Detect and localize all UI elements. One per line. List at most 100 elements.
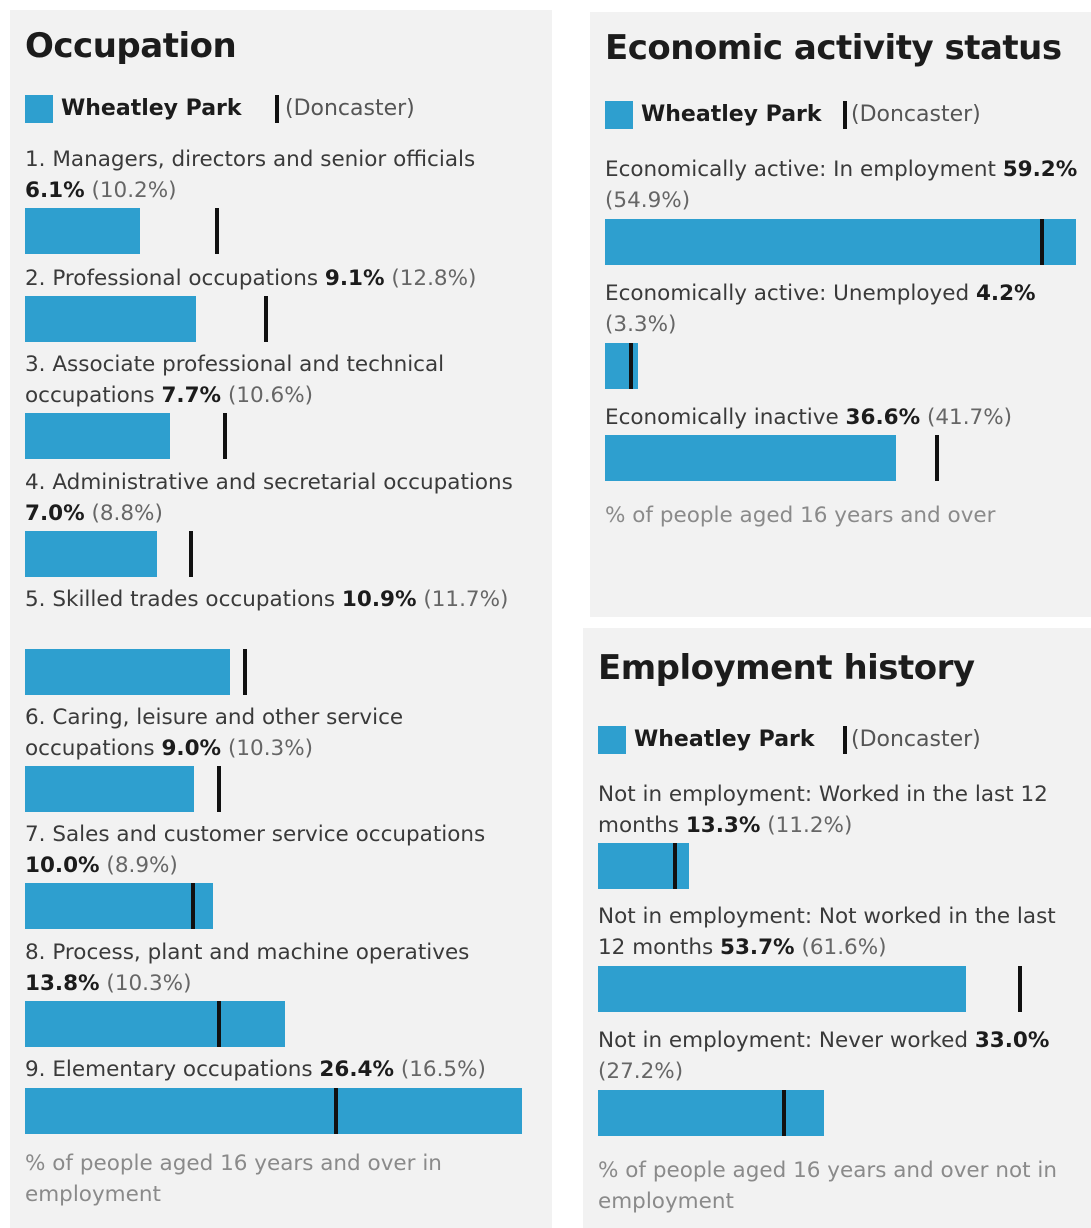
- comparison-marker: [216, 1001, 221, 1047]
- bar: [25, 296, 197, 342]
- comparison-marker: [263, 296, 268, 342]
- comparison-marker: [934, 435, 939, 481]
- bar: [25, 1088, 522, 1134]
- value-label: 53.7%: [720, 935, 795, 960]
- employment-history-bar-track: [598, 966, 1022, 1012]
- comparison-marker: [243, 649, 248, 695]
- comparison-marker: [782, 1090, 787, 1136]
- comparison-label: (11.7%): [416, 587, 509, 612]
- occupation-row-label: 2. Professional occupations 9.1% (12.8%): [25, 263, 530, 294]
- occupation-bar-track: [25, 296, 522, 342]
- value-label: 59.2%: [1002, 157, 1078, 182]
- category-label: Economically active: In employment: [605, 157, 1003, 182]
- category-label: Not in employment: Not worked in the las…: [598, 904, 1056, 960]
- category-label: Economically active: Unemployed: [605, 281, 976, 306]
- employment-history-footnote: % of people aged 16 years and over not i…: [598, 1158, 1057, 1214]
- value-label: 9.0%: [161, 736, 222, 761]
- legend-marker-icon: [843, 726, 847, 754]
- category-label: 9. Elementary occupations: [25, 1057, 320, 1082]
- economic-activity-footnote: % of people aged 16 years and over: [605, 503, 996, 528]
- legend-swatch: [605, 101, 633, 129]
- comparison-marker: [215, 208, 220, 254]
- comparison-marker: [190, 883, 195, 929]
- bar: [25, 649, 231, 695]
- comparison-label: (3.3%): [605, 312, 677, 337]
- employment-history-title: Employment history: [598, 648, 975, 688]
- value-label: 36.6%: [845, 405, 921, 430]
- category-label: 3. Associate professional and technical …: [25, 352, 445, 408]
- economic-activity-bar-track: [605, 343, 1076, 389]
- value-label: 7.0%: [25, 501, 85, 526]
- legend-marker-icon: [275, 95, 279, 123]
- occupation-bar-track: [25, 208, 522, 254]
- occupation-panel: Occupation Wheatley Park (Doncaster) 1. Man…: [10, 10, 552, 1228]
- employment-history-panel: Employment history Wheatley Park (Doncaste…: [583, 628, 1091, 1228]
- value-label: 10.9%: [341, 587, 417, 612]
- value-label: 10.0%: [25, 853, 100, 878]
- bar: [25, 413, 170, 459]
- category-label: 8. Process, plant and machine operatives: [25, 940, 470, 965]
- value-label: 7.7%: [161, 383, 222, 408]
- bar: [598, 1090, 825, 1136]
- bar: [605, 219, 1076, 265]
- economic-activity-bar-track: [605, 435, 1076, 481]
- legend-primary-label: Wheatley Park: [634, 727, 815, 752]
- legend-swatch: [598, 726, 626, 754]
- occupation-row-label: 4. Administrative and secretarial occupa…: [25, 467, 530, 529]
- bar: [605, 343, 639, 389]
- occupation-row-label: 1. Managers, directors and senior offici…: [25, 144, 530, 206]
- occupation-row-label: 8. Process, plant and machine operatives…: [25, 937, 530, 999]
- occupation-legend: Wheatley Park (Doncaster): [25, 94, 530, 124]
- occupation-row-label: 6. Caring, leisure and other service occ…: [25, 702, 530, 764]
- comparison-label: (8.9%): [99, 853, 178, 878]
- bar: [25, 208, 140, 254]
- bar: [598, 966, 966, 1012]
- economic-activity-row-label: Economically inactive 36.6% (41.7%): [605, 402, 1085, 433]
- employment-history-row-label: Not in employment: Never worked 33.0% (2…: [598, 1025, 1086, 1087]
- comparison-marker: [672, 843, 677, 889]
- comparison-marker: [1039, 219, 1044, 265]
- comparison-label: (10.3%): [99, 971, 192, 996]
- comparison-marker: [333, 1088, 338, 1134]
- bar: [25, 531, 157, 577]
- comparison-label: (11.2%): [760, 813, 853, 838]
- comparison-label: (27.2%): [598, 1059, 684, 1084]
- employment-history-row-label: Not in employment: Worked in the last 12…: [598, 779, 1086, 841]
- occupation-bar-track: [25, 766, 522, 812]
- value-label: 33.0%: [974, 1028, 1050, 1053]
- bar: [25, 766, 195, 812]
- occupation-bar-track: [25, 1088, 522, 1134]
- value-label: 26.4%: [319, 1057, 394, 1082]
- comparison-marker: [629, 343, 634, 389]
- economic-activity-row-label: Economically active: In employment 59.2%…: [605, 154, 1085, 216]
- comparison-label: (10.2%): [84, 178, 177, 203]
- occupation-row-label: 3. Associate professional and technical …: [25, 349, 530, 411]
- legend-secondary-label: (Doncaster): [851, 727, 981, 752]
- economic-activity-title: Economic activity status: [605, 28, 1062, 68]
- comparison-label: (16.5%): [394, 1057, 486, 1082]
- category-label: 4. Administrative and secretarial occupa…: [25, 470, 513, 495]
- occupation-title: Occupation: [25, 26, 237, 66]
- category-label: 7. Sales and customer service occupation…: [25, 822, 486, 847]
- employment-history-bar-track: [598, 843, 1020, 889]
- occupation-row-label: 5. Skilled trades occupations 10.9% (11.…: [25, 584, 530, 615]
- category-label: 5. Skilled trades occupations: [25, 587, 342, 612]
- occupation-row-label: 7. Sales and customer service occupation…: [25, 819, 530, 881]
- bar: [25, 883, 214, 929]
- comparison-label: (8.8%): [84, 501, 163, 526]
- economic-activity-legend: Wheatley Park (Doncaster): [605, 100, 1085, 130]
- category-label: 6. Caring, leisure and other service occ…: [25, 705, 404, 761]
- comparison-label: (54.9%): [605, 188, 691, 213]
- comparison-label: (12.8%): [384, 266, 477, 291]
- comparison-label: (61.6%): [794, 935, 887, 960]
- employment-history-bar-track: [598, 1090, 1020, 1136]
- occupation-bar-track: [25, 413, 522, 459]
- legend-marker-icon: [843, 101, 847, 129]
- comparison-marker: [222, 413, 227, 459]
- occupation-bar-track: [25, 883, 522, 929]
- comparison-label: (10.6%): [221, 383, 314, 408]
- category-label: Not in employment: Worked in the last 12…: [598, 782, 1048, 838]
- legend-secondary-label: (Doncaster): [285, 96, 415, 121]
- category-label: Economically inactive: [605, 405, 846, 430]
- occupation-row-label: 9. Elementary occupations 26.4% (16.5%): [25, 1054, 530, 1085]
